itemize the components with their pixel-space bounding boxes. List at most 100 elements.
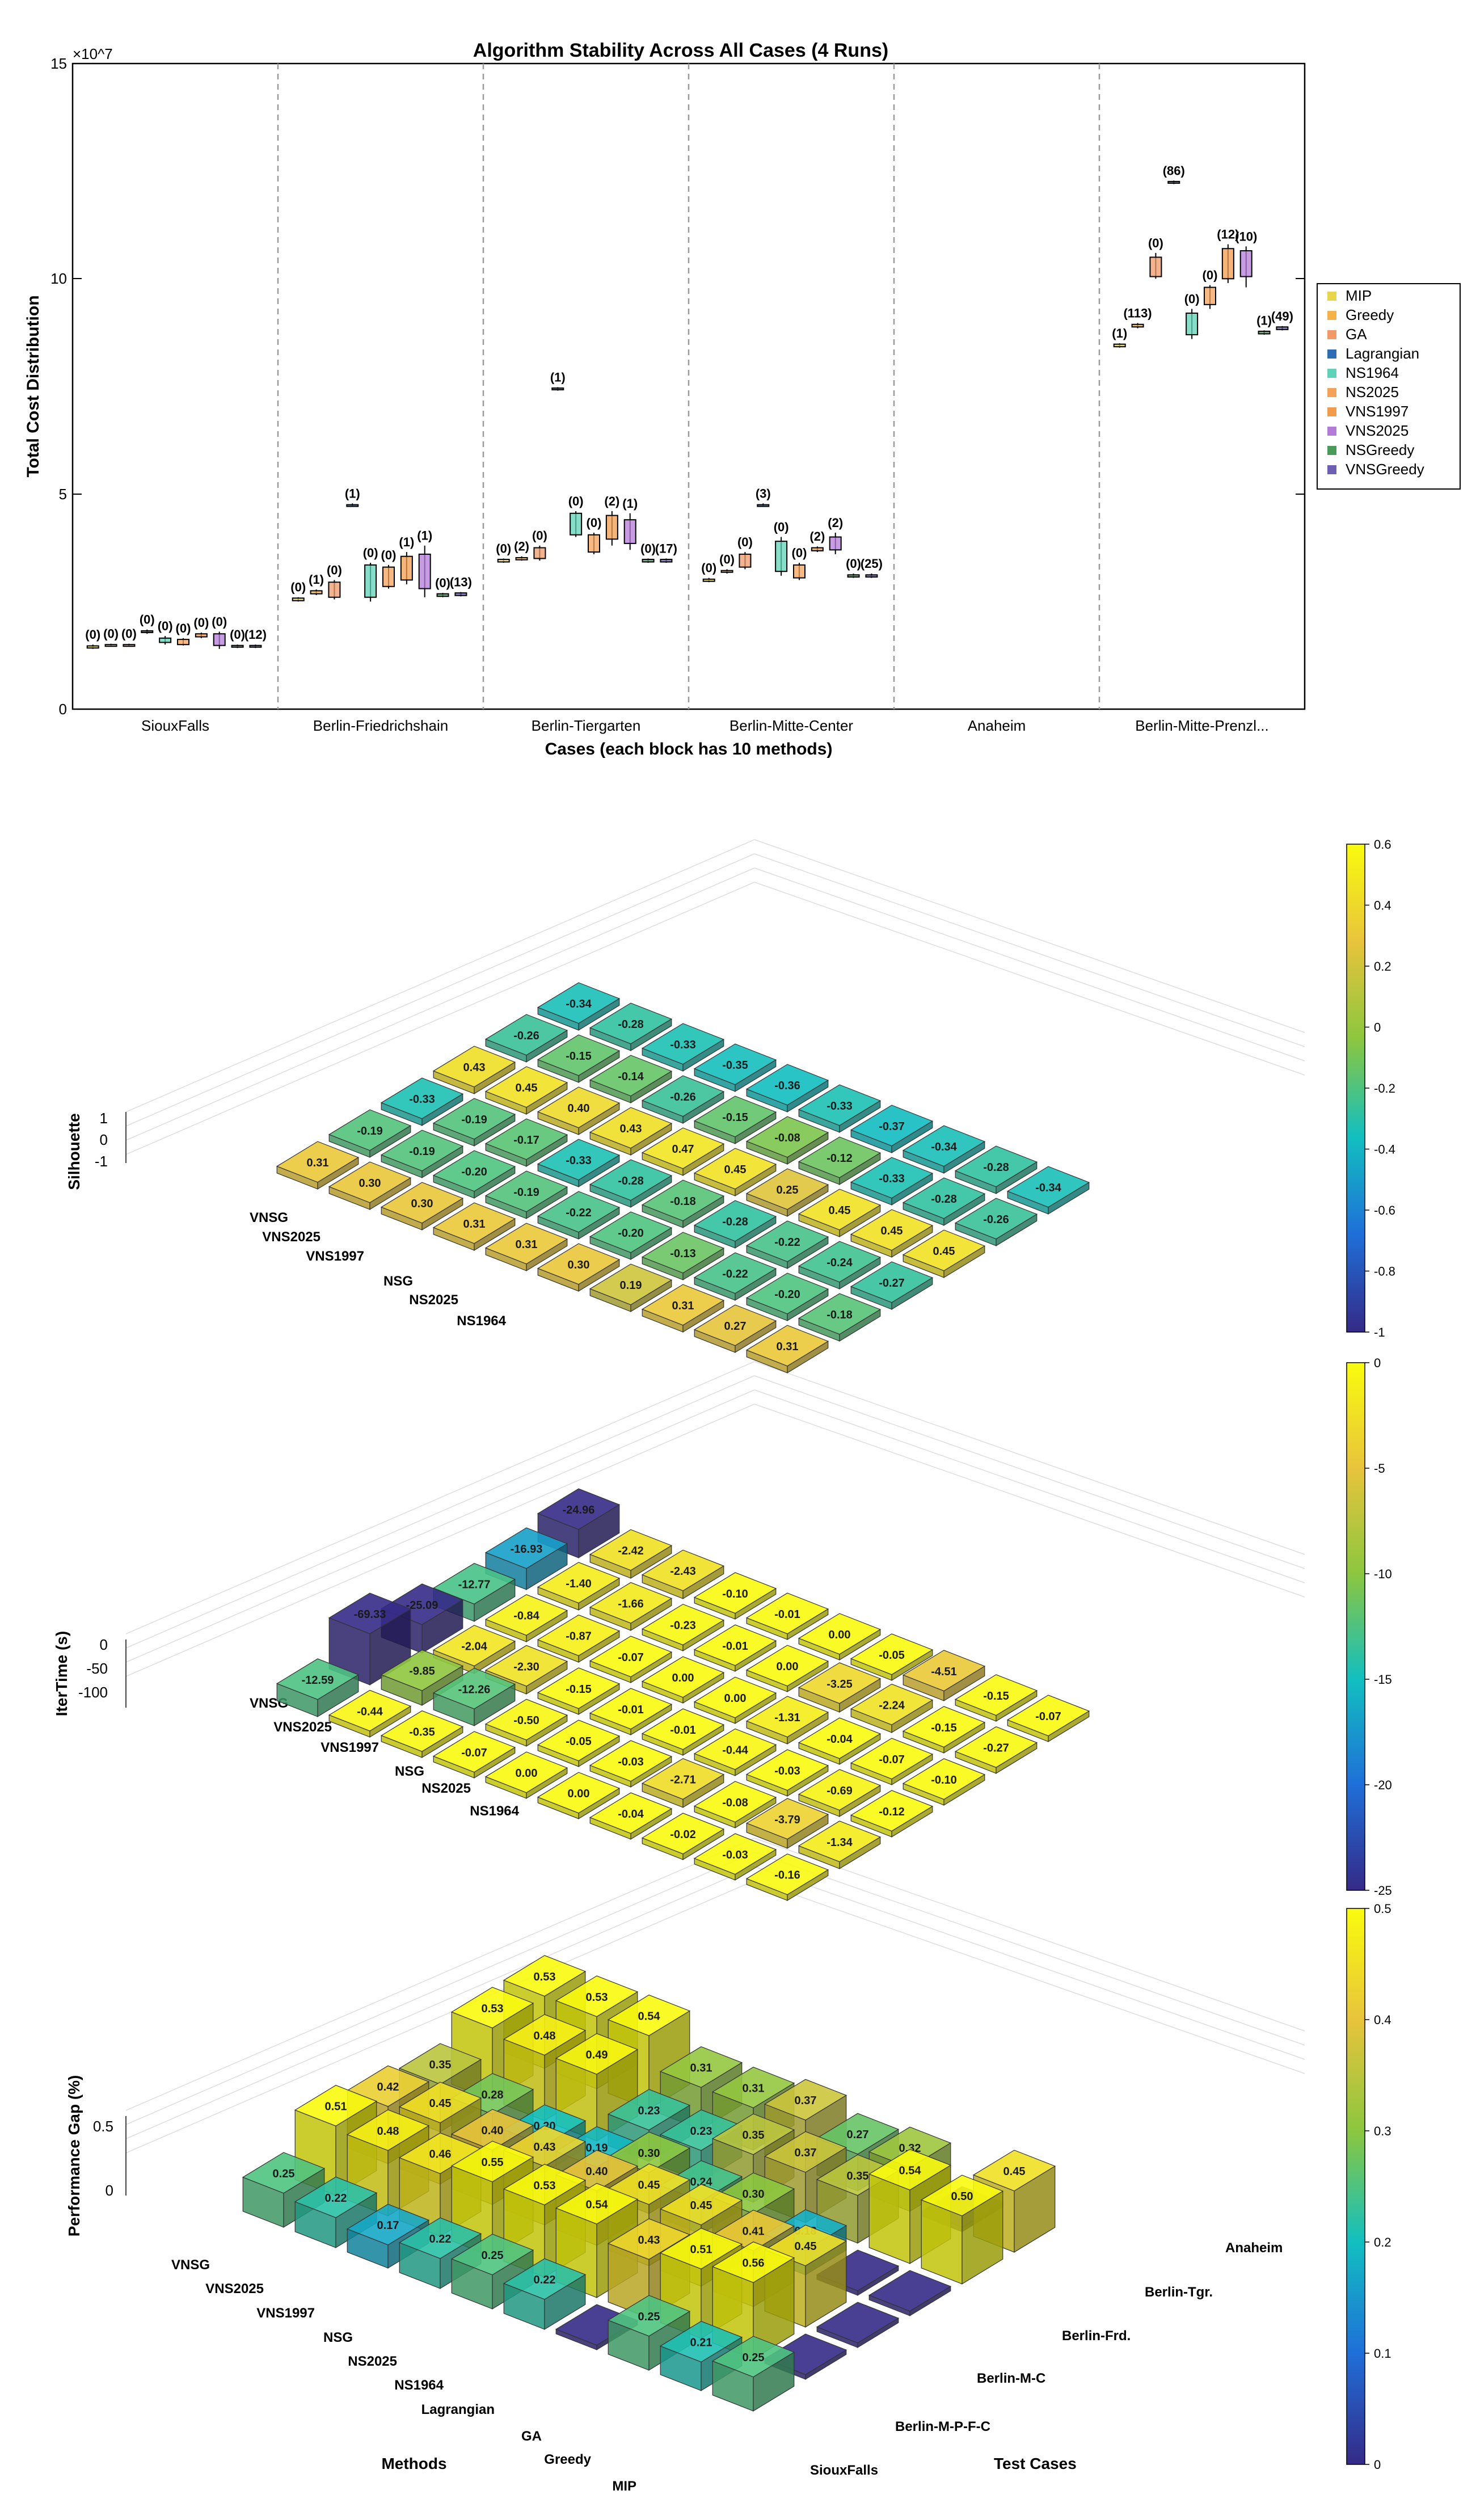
bar-value-label: -0.28 [931,1193,957,1206]
bar-value-label: -0.15 [566,1683,592,1696]
box-mark: (2) [514,540,529,561]
box-count-label: (0) [532,529,547,543]
case-separators [277,64,1100,709]
bar-value-label: -0.35 [722,1059,748,1072]
iso-gridline [754,1375,1305,1569]
bar-value-label: 0.46 [429,2148,452,2161]
z-tick-label: -100 [78,1684,108,1701]
bar-top-face [641,1284,725,1326]
bar-top-face [641,1023,725,1065]
box-body [793,564,806,579]
iso-gridline [125,1866,755,2139]
box-body [1239,250,1253,277]
bar-value-label: 0.37 [795,2095,817,2107]
method-label: NS2025 [348,2354,397,2369]
bar-cell: 0.40 [537,1086,621,1135]
iso-gridline [125,839,755,1112]
bar-top-face [537,1139,621,1181]
bar-cell: -0.44 [693,1728,777,1776]
box-mark: (0) [774,520,789,576]
case-label: Anaheim [1225,2240,1283,2256]
bar-top-face [380,1710,464,1752]
bar-top-face [798,1084,882,1126]
bar-value-label: 0.27 [724,1320,747,1333]
bar-value-label: 0.45 [516,1082,538,1094]
bar-cell: -24.96 [537,1488,621,1558]
box-body [865,574,878,578]
colorbar-tick-label: 0.6 [1374,837,1391,852]
bar-value-label: 0.22 [325,2192,347,2205]
silhouette-cells: -0.34 -0.28 -0.33 -0.35 -0.36 -0.33 -0.37 -0.34… [276,982,1090,1373]
legend-item: MIP [1327,287,1372,304]
case-label: Berlin-Frd. [1062,2328,1131,2344]
bar-top-face [693,1304,777,1346]
bar-value-label: -1.34 [826,1836,853,1849]
bar-cell: -0.08 [693,1781,777,1828]
box-mark: (13) [450,575,472,597]
case-labels: SiouxFalls Berlin-Friedrichshain Berlin-… [141,717,1269,734]
bar-cell: -0.01 [589,1688,673,1735]
bar-cell: -1.40 [537,1562,621,1611]
bar-cell: -2.42 [589,1529,673,1579]
bar-value-label: 0.00 [672,1672,694,1684]
bar-value-label: -0.20 [618,1227,644,1240]
bar-cell: 0.30 [537,1243,621,1292]
bar-cell: -12.59 [276,1658,360,1717]
bar-value-label: 0.25 [638,2311,660,2323]
bar-top-face [537,1191,621,1233]
bar-value-label: -0.26 [670,1091,696,1103]
bar-top-face [659,2046,743,2088]
bar-value-label: -0.14 [618,1071,644,1083]
bar-value-label: 0.30 [743,2188,765,2201]
bar-value-label: 0.51 [325,2101,347,2113]
bar-value-label: 0.48 [534,2030,556,2042]
bar-cell: -0.34 [902,1125,986,1174]
box-count-label: (10) [1235,229,1257,243]
legend-item: Greedy [1327,306,1394,323]
box-body [660,558,673,563]
bar-value-label: 0.31 [777,1341,799,1353]
box-body [497,558,510,563]
bar-cell: -0.34 [537,982,621,1031]
box-count-label: (0) [568,494,584,508]
bar-top-face [764,2131,847,2173]
bar-cell: -0.37 [850,1105,934,1153]
bar-value-label: 0.40 [586,2165,608,2178]
box-mark: (12) [1217,227,1239,283]
box-mark: (1) [1112,326,1127,348]
bar-value-label: -0.87 [566,1630,592,1643]
box-body [231,644,244,648]
method-label: MIP [612,2479,636,2494]
bar-value-label: 0.45 [829,1204,851,1217]
box-body [141,630,154,633]
bar-value-label: -0.04 [618,1808,644,1821]
bar-value-label: 0.45 [881,1225,903,1237]
bar-value-label: -0.01 [670,1724,696,1737]
bar-top-face [537,1772,621,1814]
box-count-label: (1) [399,535,414,549]
bar-cell: -0.05 [850,1633,934,1681]
box-mark: (0) [1148,236,1163,279]
colorbar-tick-label: 0.4 [1374,899,1391,913]
bar-top-face [954,1145,1038,1187]
bar-cell: -0.84 [484,1594,568,1642]
bar-value-label: -0.22 [566,1207,592,1219]
bar-top-face [484,1594,568,1636]
bar-top-face [745,1325,829,1367]
box-count-label: (113) [1123,306,1152,320]
box-body [1276,326,1289,330]
bar-cell: -0.07 [1006,1695,1090,1742]
box-count-label: (25) [861,557,883,571]
y-tick-label: 10 [50,270,67,287]
bar-value-label: -0.20 [461,1166,487,1178]
box-count-label: (1) [417,529,432,543]
bar-value-label: 0.17 [377,2219,399,2232]
row-label: VNS2025 [273,1720,332,1735]
y-tick-label: 5 [59,486,67,503]
bar-cell: -0.15 [537,1667,621,1715]
bar-value-label: 0.35 [847,2170,869,2182]
box-mark: (0) [103,627,119,647]
bar-top-face [589,1529,673,1571]
case-label: Berlin-Tiergarten [532,717,641,734]
bar-cell: 0.56 [711,2241,795,2359]
